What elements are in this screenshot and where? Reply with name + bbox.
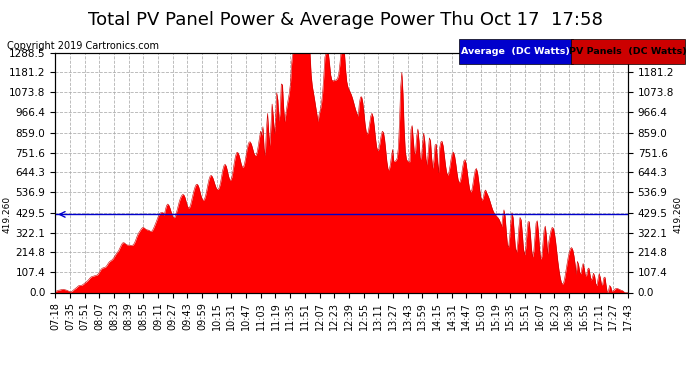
Text: 419.260: 419.260 bbox=[673, 196, 682, 233]
Text: 419.260: 419.260 bbox=[3, 196, 12, 233]
Text: Total PV Panel Power & Average Power Thu Oct 17  17:58: Total PV Panel Power & Average Power Thu… bbox=[88, 11, 602, 29]
Text: Average  (DC Watts): Average (DC Watts) bbox=[462, 47, 570, 56]
Text: PV Panels  (DC Watts): PV Panels (DC Watts) bbox=[569, 47, 687, 56]
Text: Copyright 2019 Cartronics.com: Copyright 2019 Cartronics.com bbox=[7, 41, 159, 51]
